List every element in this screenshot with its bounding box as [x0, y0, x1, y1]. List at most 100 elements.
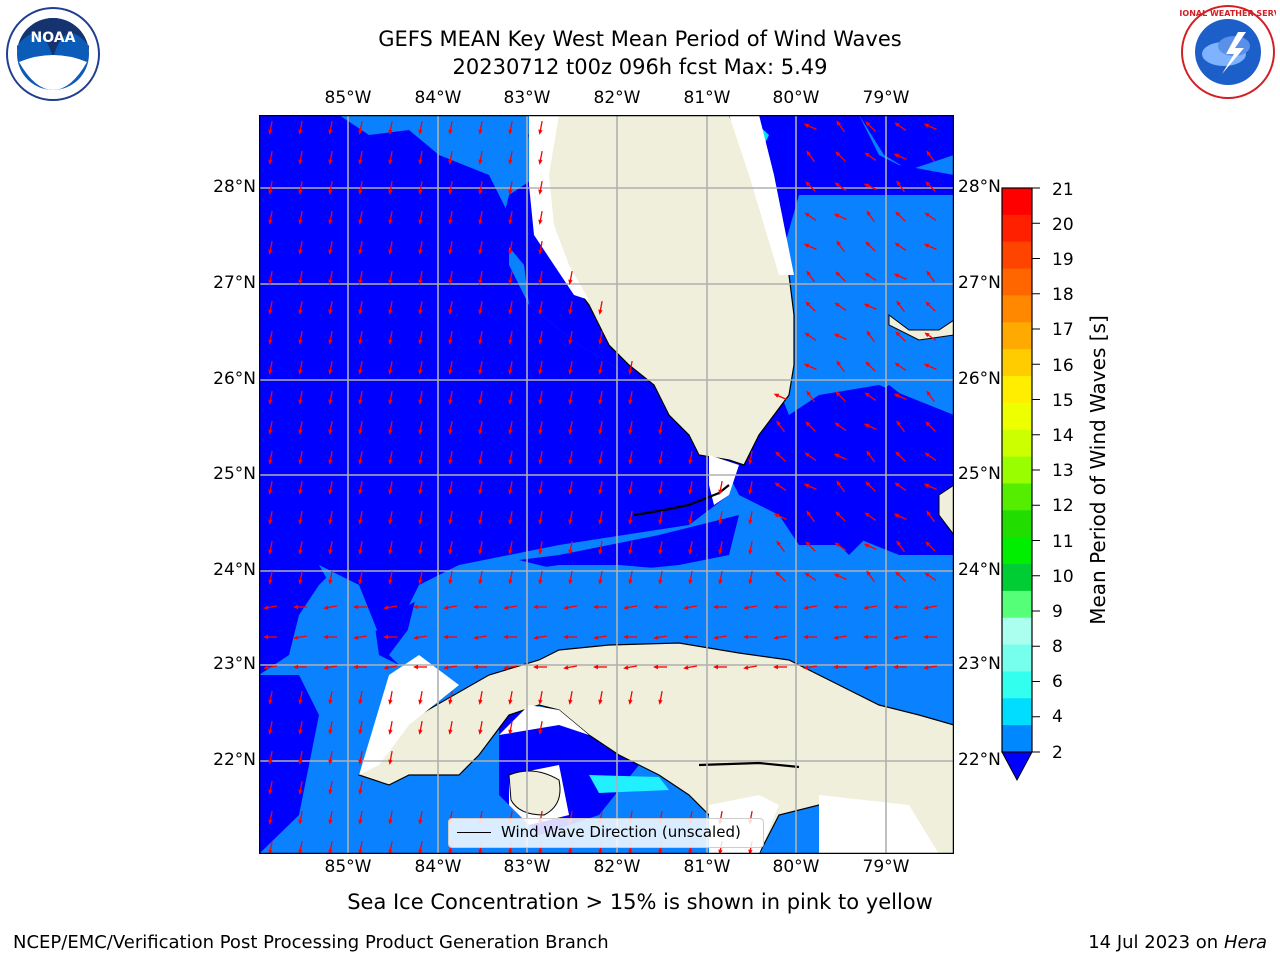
colorbar-segment [1002, 402, 1032, 431]
wind-wave-arrow-head [865, 481, 871, 487]
wind-wave-arrow-head [298, 729, 303, 735]
lon-label-bottom-83w: 83°W [503, 857, 551, 877]
wind-wave-arrow-head [358, 759, 363, 765]
wind-wave-arrow-head [833, 664, 838, 670]
wind-wave-arrow-head [533, 635, 539, 640]
wind-wave-arrow-head [863, 183, 870, 188]
wind-wave-arrow-head [833, 604, 838, 610]
wind-wave-arrow-head [895, 571, 901, 577]
wind-wave-arrow-head [568, 369, 573, 375]
wind-wave-arrow-head [893, 393, 900, 398]
wind-wave-arrow-head [388, 759, 393, 765]
wind-wave-arrow-head [298, 399, 303, 405]
wind-wave-arrows [263, 120, 938, 854]
wind-wave-arrow-head [358, 249, 363, 255]
wind-wave-arrow-head [658, 579, 663, 585]
wind-wave-arrow-head [683, 605, 689, 610]
wind-wave-arrow-head [748, 549, 753, 555]
wind-wave-arrow-head [538, 429, 543, 435]
wind-wave-arrow-head [803, 243, 810, 248]
wind-wave-arrow-head [598, 369, 603, 375]
wind-wave-arrow-head [293, 604, 298, 610]
wind-wave-arrow-head [328, 399, 333, 405]
wind-wave-arrow-head [328, 129, 333, 135]
wind-wave-arrow-head [896, 540, 901, 546]
chart-title-line1: GEFS MEAN Key West Mean Period of Wind W… [378, 27, 902, 51]
wind-wave-arrow-head [893, 153, 900, 158]
wind-wave-arrow-head [413, 664, 418, 670]
wind-wave-arrow-head [448, 159, 453, 165]
wind-wave-arrow-head [358, 219, 363, 225]
wind-wave-arrow-head [926, 510, 931, 516]
wind-wave-arrow-head [926, 270, 931, 276]
wind-wave-arrow-head [863, 303, 870, 308]
credit-date: 14 Jul 2023 on [1088, 932, 1224, 953]
wind-wave-arrow-head [298, 279, 303, 285]
wind-wave-arrow-head [418, 549, 423, 555]
wind-wave-arrow-head [683, 634, 688, 640]
wind-wave-arrow-head [298, 789, 303, 795]
wind-wave-arrow-head [688, 459, 693, 465]
wind-wave-arrow-head [658, 489, 663, 495]
wind-wave-arrow-head [806, 150, 811, 156]
lat-label-right-25n: 25°N [958, 464, 1001, 484]
wind-wave-arrow-head [298, 759, 303, 765]
lon-label-bottom-80w: 80°W [772, 857, 820, 877]
legend-line-sample [457, 832, 491, 833]
wind-wave-arrow-head [895, 331, 901, 337]
wind-wave-arrow-head [268, 759, 273, 765]
wind-wave-arrow-head [923, 363, 930, 368]
wind-wave-arrow-head [863, 634, 868, 640]
wind-wave-arrow-head [443, 605, 449, 610]
wind-wave-arrow-head [388, 489, 393, 495]
lat-label-right-27n: 27°N [958, 273, 1001, 293]
lat-label-right-23n: 23°N [958, 654, 1001, 674]
wind-wave-arrow-head [508, 129, 513, 135]
wind-wave-arrow-head [388, 459, 393, 465]
wind-wave-arrow-head [478, 219, 483, 225]
wind-wave-arrow-head [623, 605, 629, 610]
wind-wave-arrow-head [418, 369, 423, 375]
wind-wave-arrow-head [598, 489, 603, 495]
lon-label-bottom-84w: 84°W [414, 857, 462, 877]
wind-wave-arrow-head [298, 699, 303, 705]
wind-wave-arrow-head [298, 309, 303, 315]
wind-wave-arrow-head [268, 819, 273, 825]
wind-wave-arrow-head [508, 279, 513, 285]
wind-wave-arrow-head [568, 339, 573, 345]
wind-wave-arrow-head [358, 339, 363, 345]
wind-wave-arrow-head [568, 459, 573, 465]
wind-wave-arrow-head [358, 459, 363, 465]
wind-wave-arrow-head [538, 309, 543, 315]
wind-wave-arrow-head [298, 819, 303, 825]
lon-label-top-85w: 85°W [324, 88, 372, 108]
wind-wave-arrow-head [924, 212, 930, 218]
wind-wave-arrow-head [268, 519, 273, 525]
colorbar-segment [1002, 698, 1032, 726]
cb-tick-4: 4 [1052, 707, 1063, 727]
wind-wave-arrow-head [448, 489, 453, 495]
wind-wave-arrow-head [658, 549, 663, 555]
wind-wave-arrow-head [323, 634, 328, 640]
wind-wave-arrow-head [383, 605, 389, 610]
wind-wave-arrow-head [924, 572, 930, 578]
colorbar-segment [1002, 349, 1032, 377]
wind-wave-arrow-head [563, 634, 568, 640]
wind-wave-arrow-head [865, 361, 871, 367]
lon-label-top-80w: 80°W [772, 88, 820, 108]
wind-wave-arrow-head [653, 635, 659, 640]
wind-wave-arrow-head [628, 579, 633, 585]
wind-wave-arrow-head [866, 330, 871, 336]
wind-wave-arrow-head [894, 362, 900, 368]
colorbar-segment [1002, 429, 1032, 458]
wind-wave-arrow-head [713, 635, 719, 640]
colorbar-segment [1002, 241, 1032, 270]
wind-wave-arrow-head [328, 759, 333, 765]
wind-wave-arrow-head [775, 571, 781, 577]
wind-wave-arrow-head [923, 243, 930, 248]
colorbar-segment [1002, 322, 1032, 350]
wind-wave-arrow-head [834, 302, 840, 308]
wind-wave-arrow-head [773, 604, 778, 610]
wind-wave-arrow-head [774, 482, 780, 488]
wind-wave-arrow-head [418, 129, 423, 135]
